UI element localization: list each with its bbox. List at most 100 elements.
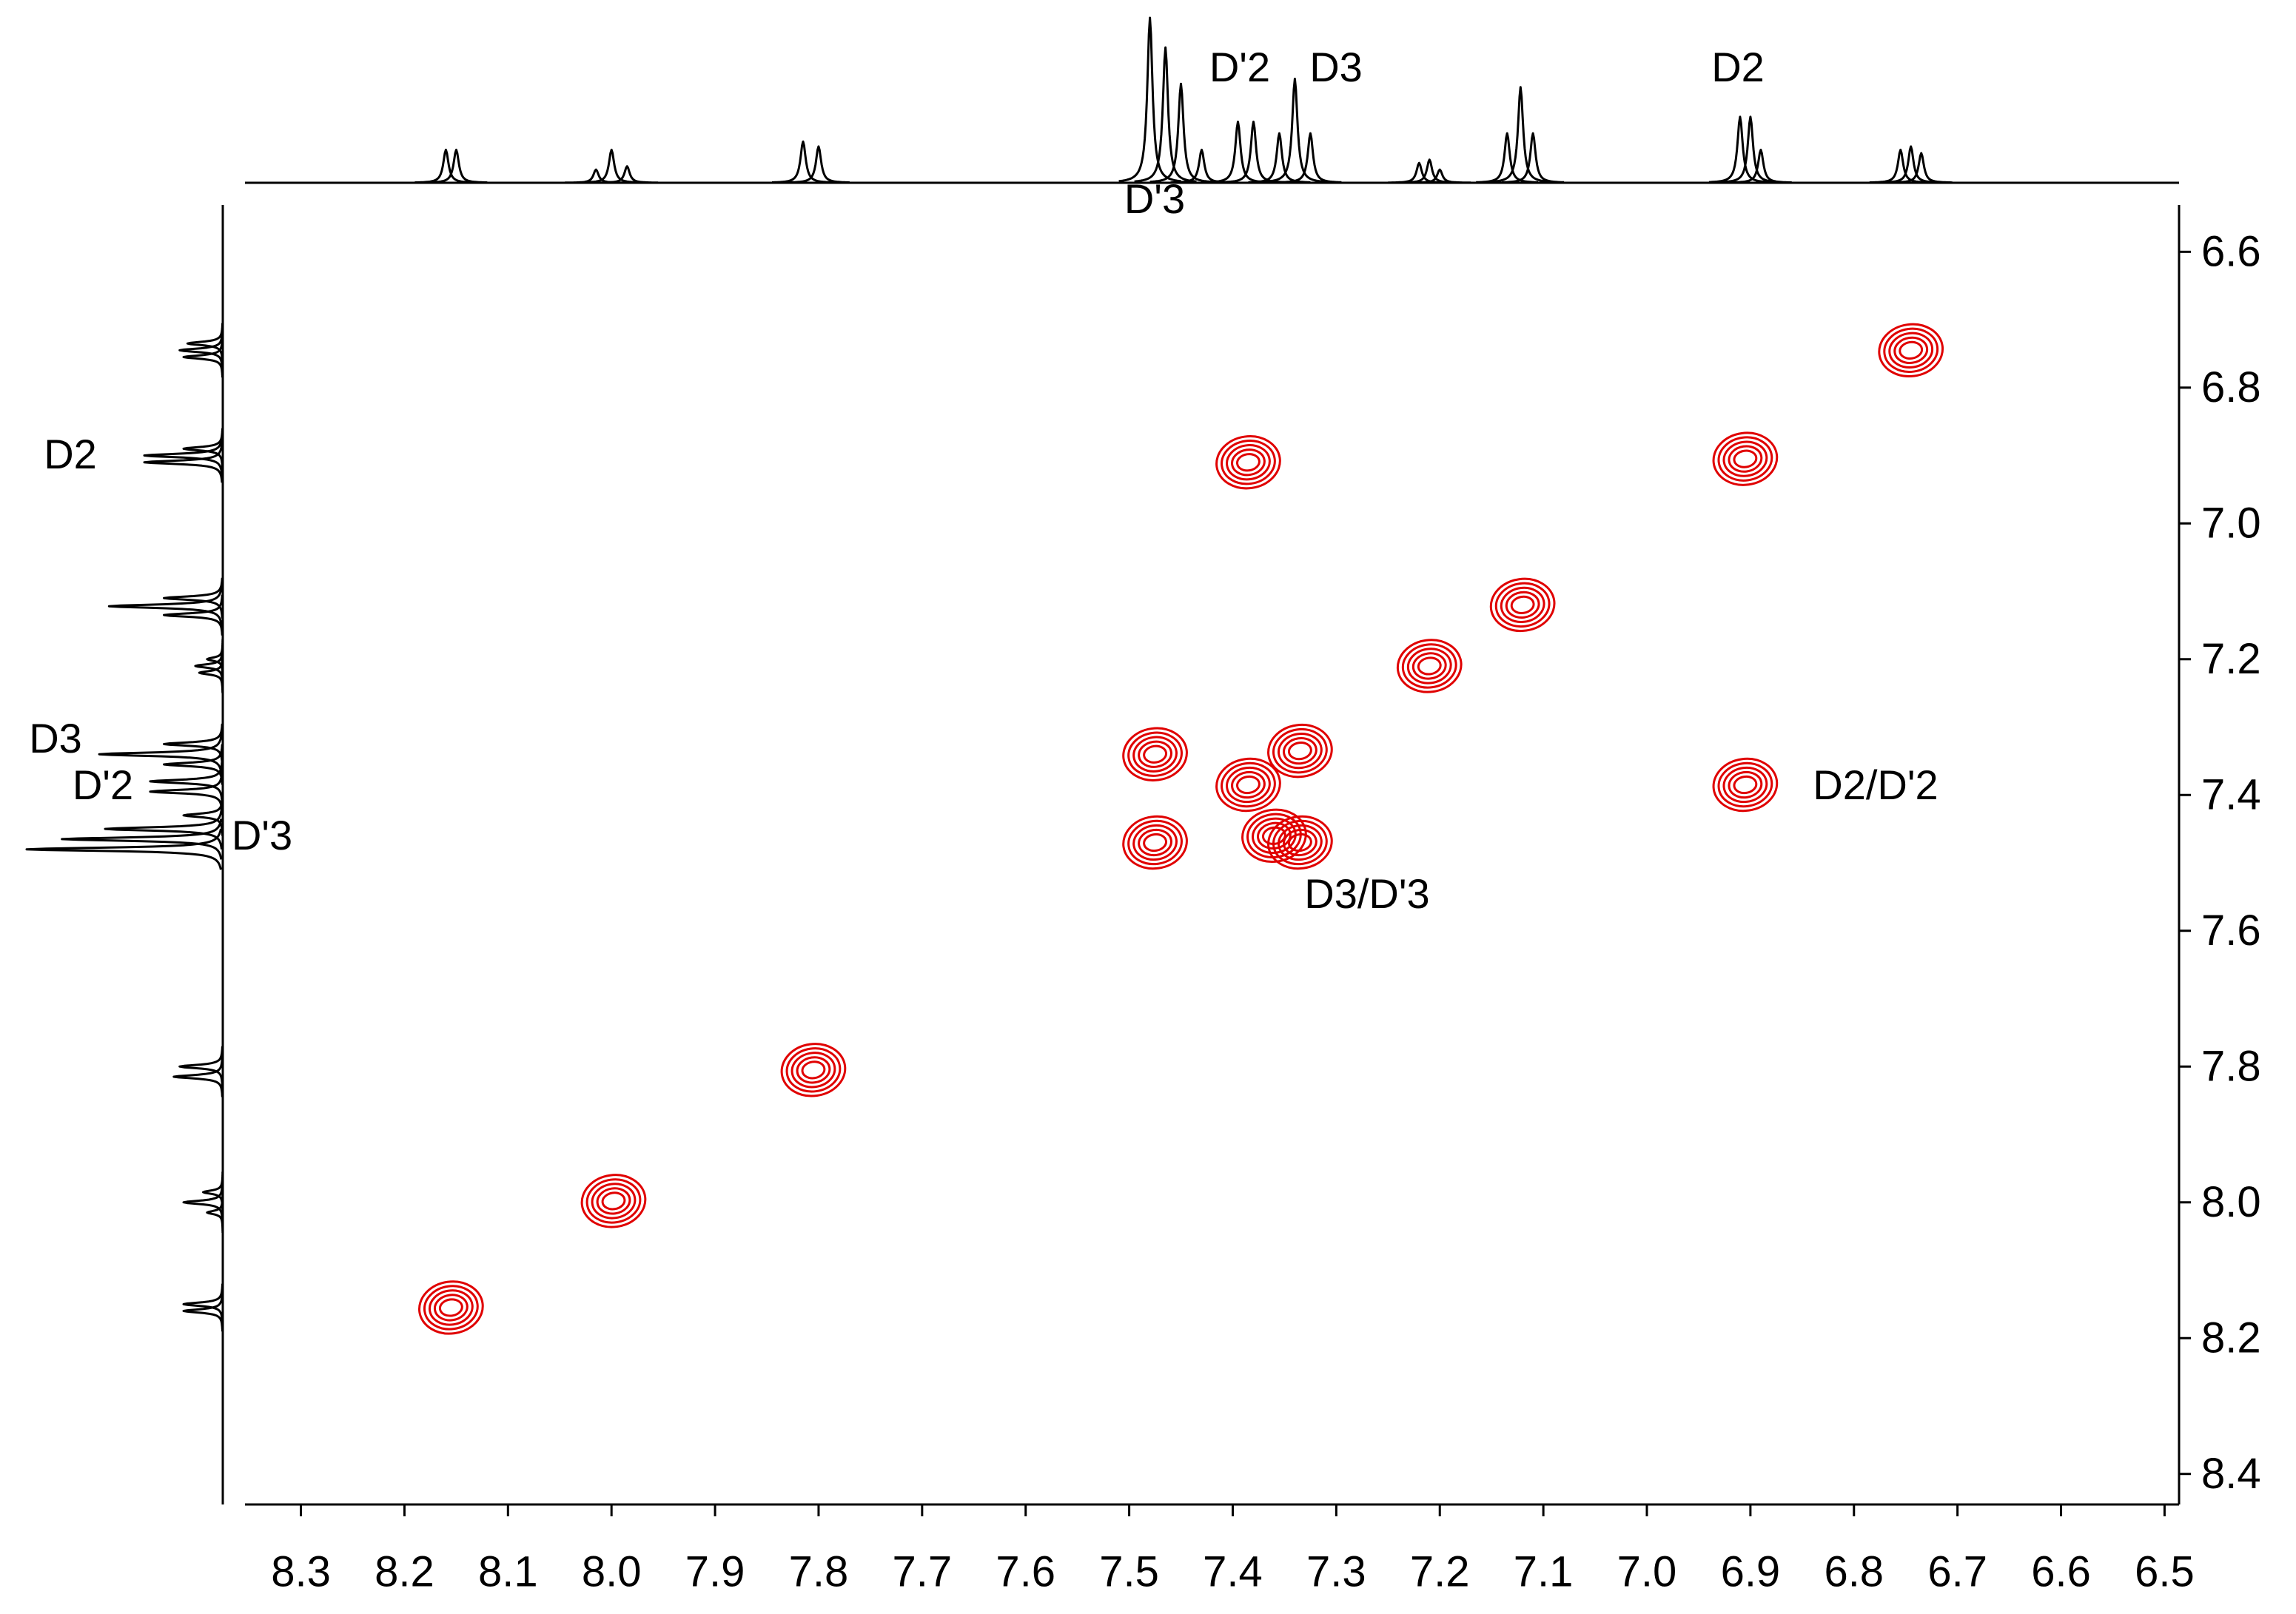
x-tick-label: 6.6	[2031, 1547, 2091, 1595]
top-trace-peak	[1398, 158, 1461, 184]
cross-peak-contour	[1138, 828, 1172, 857]
cross-peak-contour	[780, 1043, 847, 1097]
top-trace-peak	[771, 140, 834, 184]
left-trace-peak	[143, 434, 224, 477]
left-trace-peak	[202, 1171, 224, 1214]
cross-peak-contour	[1411, 652, 1447, 680]
y-tick-label: 8.2	[2201, 1314, 2261, 1362]
cross-peak-contour	[1272, 819, 1328, 866]
cross-peak-contour	[1728, 770, 1763, 799]
left-trace-peak	[182, 1283, 224, 1325]
cross-peak-contour	[1717, 436, 1773, 482]
annotation: D2	[44, 431, 97, 477]
left-trace-peak	[194, 645, 224, 687]
x-tick-label: 7.0	[1617, 1547, 1677, 1595]
cross-peak-contour	[1282, 737, 1317, 765]
top-trace-peak	[1502, 132, 1565, 184]
left-trace-peak	[25, 828, 222, 870]
top-trace-peak	[1890, 152, 1953, 184]
left-trace-peak	[186, 323, 224, 365]
cross-peak-contour	[1396, 639, 1463, 693]
x-tick-label: 6.5	[2135, 1547, 2195, 1595]
top-trace-peak	[1263, 78, 1326, 184]
annotation: D3	[29, 715, 82, 761]
cross-peak-contour	[1221, 761, 1276, 808]
cross-peak-contour	[1510, 595, 1535, 614]
cross-peak-contour	[1878, 323, 1944, 378]
top-trace-peak	[1134, 46, 1197, 183]
cross-peak-contour	[1127, 731, 1183, 777]
left-trace-peak	[61, 818, 223, 860]
cross-peak-contour	[1282, 828, 1317, 857]
x-tick-label: 8.0	[582, 1547, 642, 1595]
cross-peak-contour	[1899, 340, 1924, 360]
cross-peak-contour	[1717, 761, 1773, 808]
cross-peak-contour	[1143, 833, 1167, 853]
cross-peak-contour	[1406, 648, 1452, 685]
y-tick-label: 6.8	[2201, 363, 2261, 411]
cross-peak-contour	[1231, 770, 1266, 799]
x-tick-label: 8.1	[478, 1547, 538, 1595]
x-tick-label: 7.6	[996, 1547, 1055, 1595]
top-trace-peak	[1279, 132, 1342, 184]
cross-peak-contour	[790, 1052, 836, 1089]
top-trace-peak	[1719, 115, 1782, 184]
x-tick-label: 7.9	[685, 1547, 745, 1595]
cross-peak-contour	[1231, 448, 1266, 477]
cross-peak-contour	[1226, 444, 1271, 481]
cross-peak-contour	[1888, 332, 1934, 369]
left-trace-peak	[163, 594, 224, 636]
cross-peak-contour	[1278, 732, 1323, 770]
x-tick-label: 7.4	[1203, 1547, 1263, 1595]
left-trace-peak	[182, 1181, 224, 1223]
x-tick-label: 7.1	[1514, 1547, 1574, 1595]
cross-peak-contour	[1712, 757, 1779, 813]
cross-peak-contour	[1122, 727, 1188, 781]
cross-peak-contour	[418, 1280, 484, 1335]
annotation: D3	[1309, 44, 1363, 90]
x-tick-label: 6.8	[1824, 1547, 1884, 1595]
x-tick-label: 7.8	[789, 1547, 849, 1595]
annotation: D2	[1711, 44, 1765, 90]
cross-peak-contour	[1215, 435, 1281, 490]
cross-peak-contour	[1122, 815, 1188, 870]
cross-peak-contour	[1138, 740, 1172, 768]
cross-peak-contour	[1127, 819, 1183, 866]
left-trace-peak	[107, 585, 223, 628]
cross-peak-contour	[1278, 824, 1323, 861]
cross-peak-contour	[580, 1174, 647, 1228]
cross-peak-contour	[591, 1183, 637, 1220]
annotation: D2/D'2	[1813, 761, 1938, 808]
x-tick-label: 8.2	[375, 1547, 434, 1595]
left-trace-peak	[178, 329, 224, 371]
top-trace-peak	[1149, 82, 1212, 184]
cross-peak-contour	[1893, 336, 1929, 364]
cross-peak-contour	[438, 1298, 463, 1317]
left-trace-peak	[163, 577, 224, 619]
left-trace-peak	[182, 428, 224, 470]
left-trace-peak	[104, 808, 223, 850]
cross-peak-contour	[1226, 766, 1271, 804]
top-trace-peak	[1729, 148, 1792, 184]
top-trace-peak	[1476, 132, 1539, 184]
cross-peak-contour	[1236, 775, 1261, 795]
left-trace-peak	[182, 1290, 224, 1332]
cross-peak-contour	[1883, 327, 1939, 373]
cross-peak-contour	[1722, 440, 1768, 477]
y-tick-label: 7.6	[2201, 907, 2261, 955]
cross-peak-contour	[596, 1187, 631, 1215]
cross-peak-contour	[433, 1294, 469, 1322]
cross-peak-contour	[1143, 744, 1167, 764]
cross-peak-contour	[1246, 813, 1302, 858]
cross-peak-contour	[1236, 453, 1261, 472]
x-tick-label: 6.9	[1721, 1547, 1781, 1595]
y-tick-label: 7.0	[2201, 500, 2261, 548]
top-trace-peak	[425, 148, 488, 184]
top-trace-peak	[1248, 132, 1311, 184]
y-tick-label: 7.4	[2201, 771, 2261, 819]
y-tick-label: 7.8	[2201, 1043, 2261, 1091]
y-tick-label: 8.4	[2201, 1450, 2261, 1498]
top-trace-peak	[596, 165, 659, 184]
x-tick-label: 7.7	[893, 1547, 953, 1595]
